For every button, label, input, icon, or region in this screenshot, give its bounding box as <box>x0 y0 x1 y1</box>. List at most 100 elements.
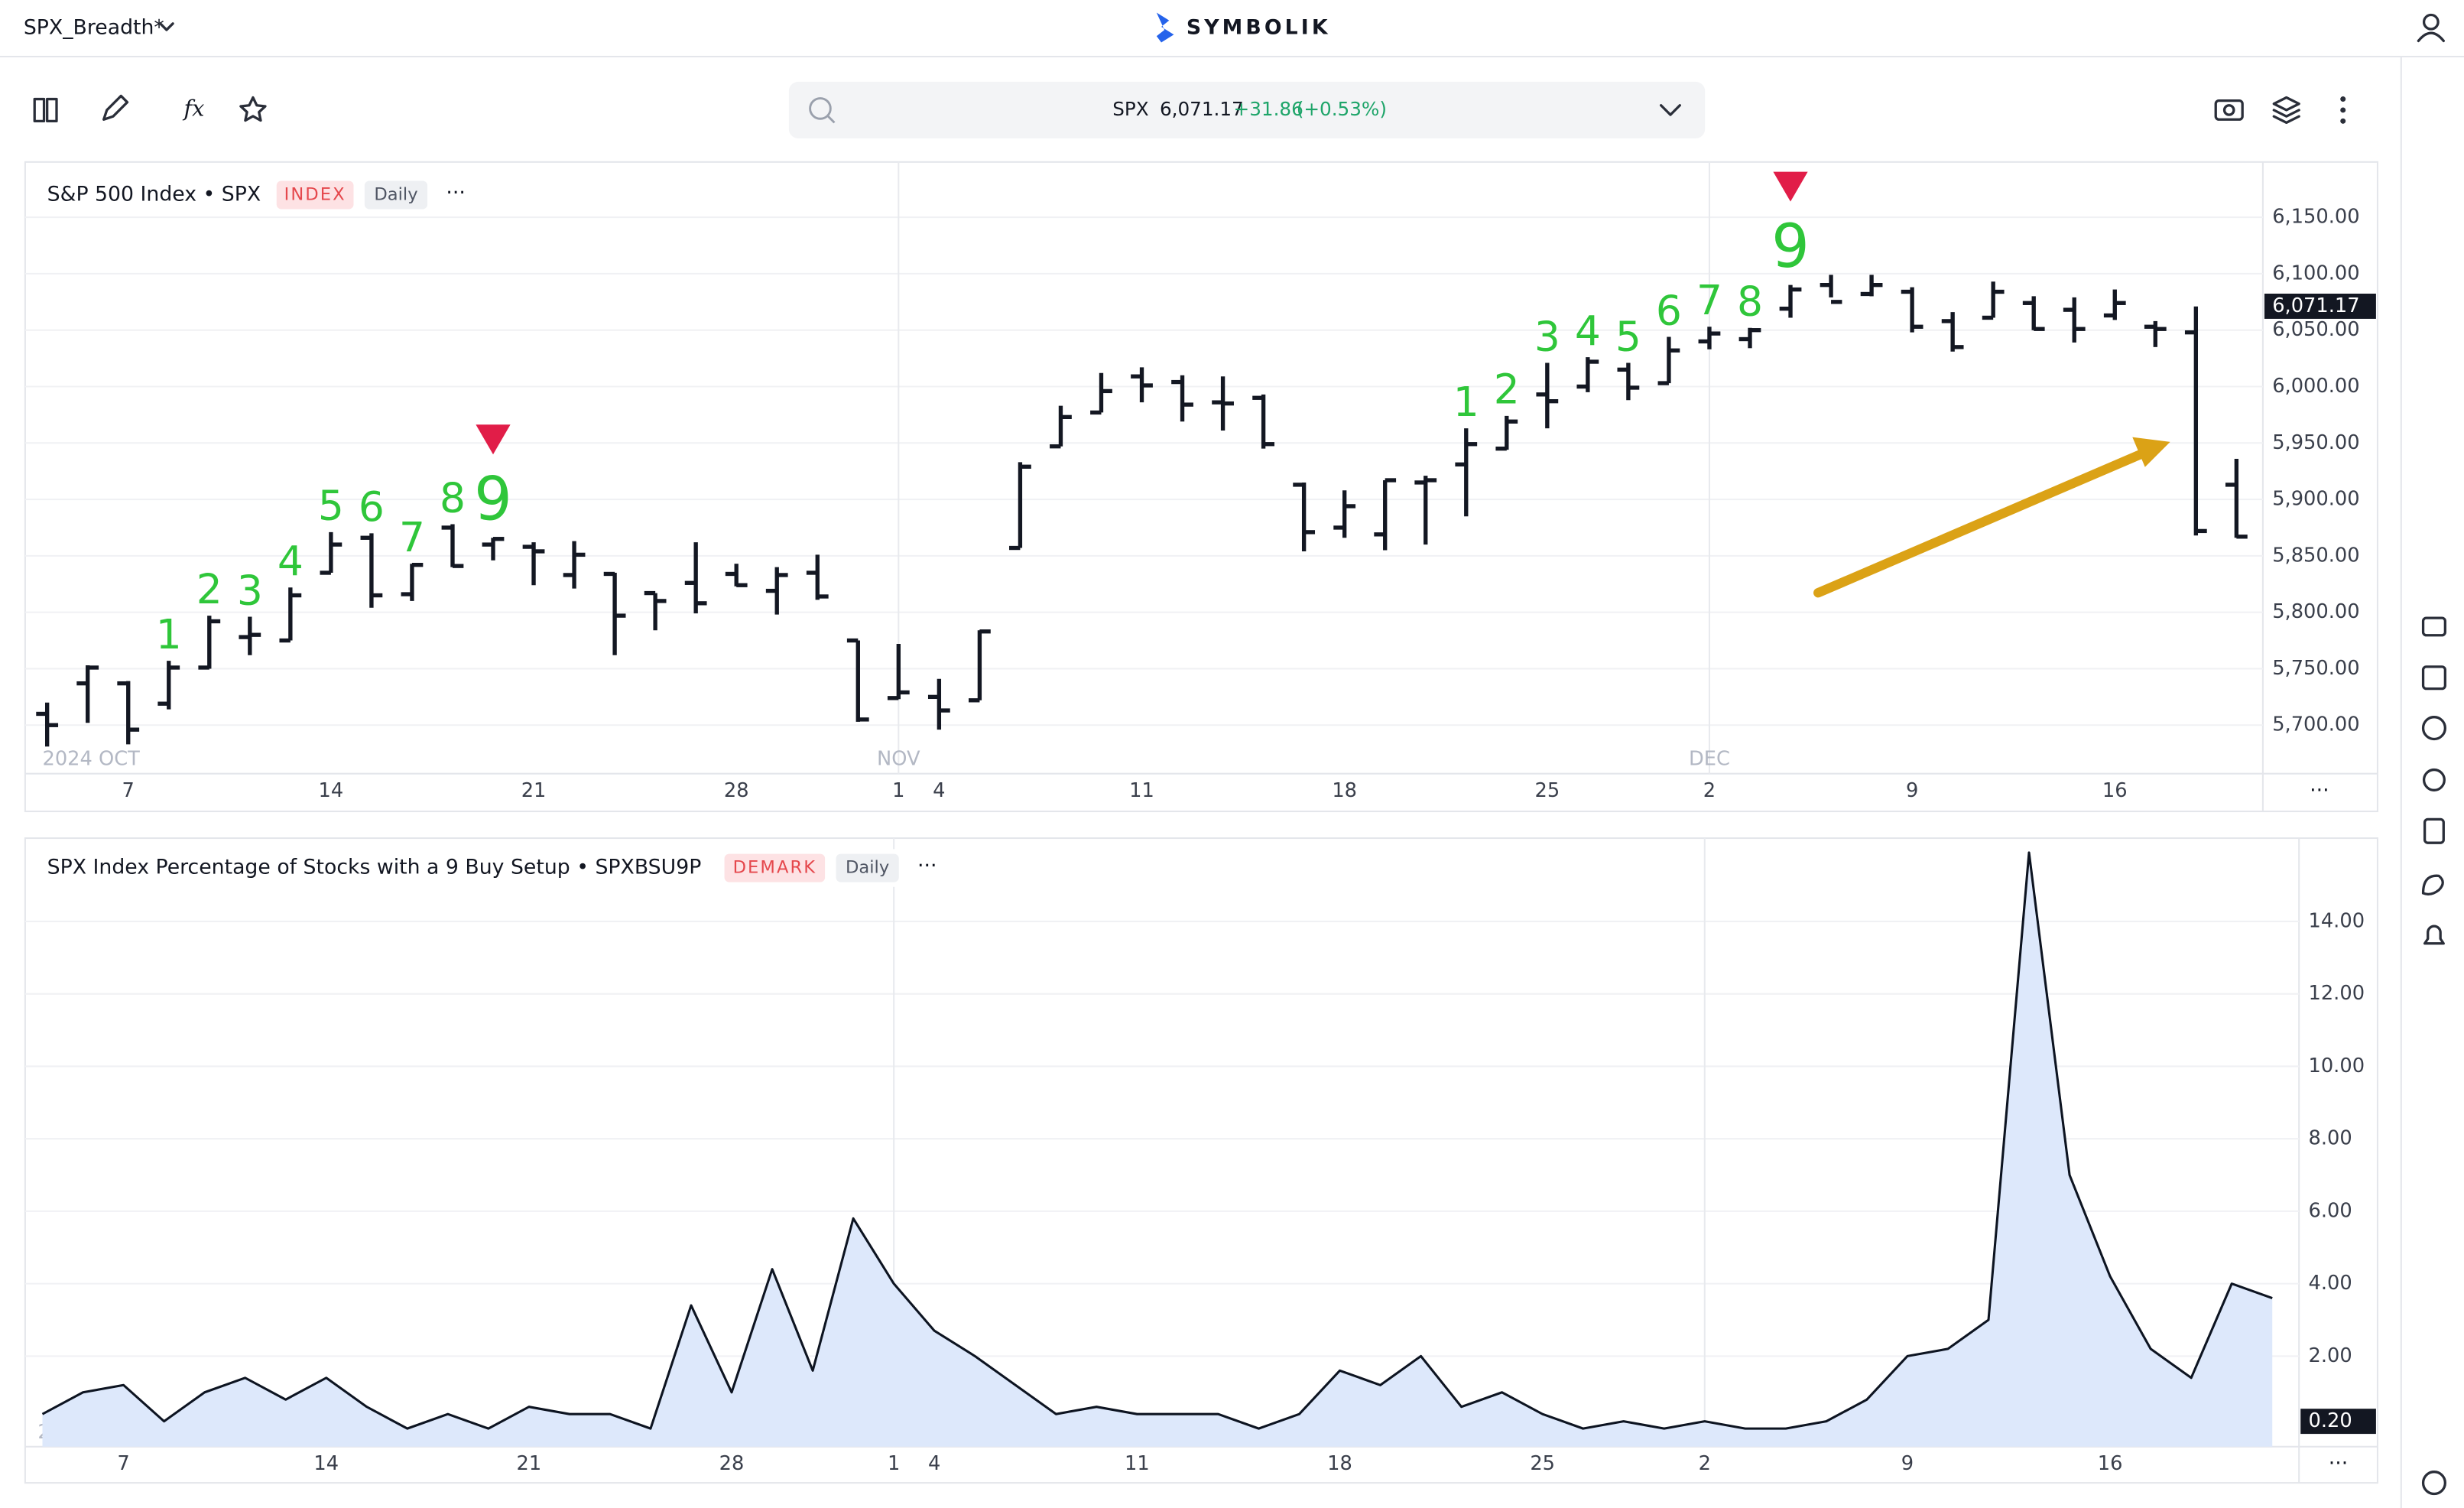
alarm-icon[interactable] <box>2422 768 2446 791</box>
x-tick-label: 9 <box>1901 1452 1914 1475</box>
workspace-name[interactable]: SPX_Breadth* <box>24 16 164 40</box>
x-tick-label: 25 <box>1530 1452 1555 1475</box>
chart-title: S&P 500 Index • SPX <box>47 182 261 206</box>
chat-icon[interactable] <box>2421 874 2444 895</box>
setup-count: 2 <box>1494 366 1520 414</box>
search-icon <box>809 97 832 120</box>
x-tick-label: 11 <box>1125 1452 1150 1475</box>
setup-count: 6 <box>1656 286 1682 334</box>
list-icon[interactable] <box>2421 665 2446 691</box>
setup-count: 3 <box>237 566 263 614</box>
axis-menu[interactable]: ··· <box>2310 778 2329 802</box>
notes-icon[interactable] <box>2423 817 2445 844</box>
y-tick-label: 6,050.00 <box>2272 318 2359 341</box>
setup-count: 7 <box>399 513 425 561</box>
last-price-tag <box>2264 294 2376 319</box>
chart-title: SPX Index Percentage of Stocks with a 9 … <box>47 856 702 879</box>
setup-count: 8 <box>1737 278 1763 326</box>
line <box>41 851 2273 1430</box>
more-icon[interactable] <box>2340 96 2346 124</box>
x-tick-label: 2 <box>1703 779 1716 802</box>
y-tick-label: 5,850.00 <box>2272 544 2359 567</box>
y-tick-label: 14.00 <box>2309 909 2365 932</box>
search-icon-handle <box>827 115 836 124</box>
x-tick-label: 1 <box>892 779 904 802</box>
quote-price: 6,071.17 <box>1160 98 1244 120</box>
last-price-label: 6,071.17 <box>2272 294 2359 317</box>
area-fill <box>42 852 2273 1447</box>
user-icon[interactable] <box>2417 13 2445 43</box>
setup-count: 6 <box>359 483 385 531</box>
help-icon[interactable] <box>2421 1471 2446 1496</box>
interval: Daily <box>374 184 417 204</box>
x-tick-label: 4 <box>928 1452 940 1475</box>
legend-menu[interactable]: ··· <box>446 180 465 204</box>
y-tick-label: 5,900.00 <box>2272 488 2359 511</box>
bell-icon[interactable] <box>2423 925 2445 945</box>
x-tick-label: 28 <box>724 779 749 802</box>
y-tick-label: 5,950.00 <box>2272 431 2359 454</box>
x-tick-label: 16 <box>2102 779 2128 802</box>
setup-count: 4 <box>278 537 304 585</box>
target-icon[interactable] <box>2421 716 2446 741</box>
setup-count: 5 <box>1615 312 1641 360</box>
setup-count: 9 <box>474 464 512 534</box>
setup-count: 7 <box>1696 276 1722 324</box>
setup-count: 4 <box>1575 307 1601 355</box>
setup-count: 1 <box>156 610 182 658</box>
legend-bg <box>34 176 896 214</box>
x-tick-label: 14 <box>319 779 344 802</box>
workspace-chevron[interactable] <box>159 22 174 31</box>
badge: INDEX <box>284 184 346 204</box>
price-panel <box>24 161 2378 813</box>
interval-bg <box>364 180 428 210</box>
sell-signal <box>1773 171 1808 202</box>
logo-mark <box>1156 12 1174 43</box>
x-tick-label: 14 <box>313 1452 339 1475</box>
y-tick-label: 12.00 <box>2309 982 2365 1005</box>
legend-menu[interactable]: ··· <box>917 854 937 878</box>
badge-bg <box>724 853 826 882</box>
favorite-icon[interactable] <box>239 96 267 122</box>
x-tick-label: 28 <box>719 1452 745 1475</box>
y-tick-label: 6,000.00 <box>2272 375 2359 398</box>
y-tick-label: 8.00 <box>2309 1127 2352 1150</box>
library-icon[interactable] <box>33 97 58 122</box>
y-tick-label: 4.00 <box>2309 1272 2352 1295</box>
x-tick-label: 7 <box>122 779 135 802</box>
y-tick-label: 10.00 <box>2309 1055 2365 1077</box>
y-tick-label: 5,700.00 <box>2272 713 2359 736</box>
layers-icon[interactable] <box>2272 96 2300 125</box>
formula-icon[interactable]: fx <box>182 95 204 121</box>
sell-signal <box>476 424 511 455</box>
setup-count: 9 <box>1771 212 1810 281</box>
briefcase-icon[interactable] <box>2421 616 2446 637</box>
quote-change-pct: (+0.53%) <box>1297 98 1387 120</box>
x-tick-label: 21 <box>517 1452 542 1475</box>
setup-count: 1 <box>1453 378 1479 426</box>
quote-symbol: SPX <box>1112 98 1149 120</box>
y-tick-label: 5,750.00 <box>2272 657 2359 680</box>
x-tick-label: 1 <box>888 1452 900 1475</box>
search-box[interactable] <box>788 81 1706 138</box>
axis-menu[interactable]: ··· <box>2329 1451 2348 1475</box>
interval-bg <box>836 853 899 882</box>
y-tick-label: 6,100.00 <box>2272 262 2359 284</box>
month-label: NOV <box>877 748 920 771</box>
indicator-panel <box>24 837 2378 1484</box>
last-value-label: 0.20 <box>2309 1409 2352 1432</box>
y-tick-label: 2.00 <box>2309 1344 2352 1367</box>
month-label: 2024 OCT <box>42 748 140 771</box>
x-tick-label: 16 <box>2098 1452 2123 1475</box>
quote-change: +31.86 <box>1234 98 1303 120</box>
x-tick-label: 4 <box>933 779 945 802</box>
badge-bg <box>276 180 354 210</box>
x-tick-label: 9 <box>1906 779 1918 802</box>
search-chevron[interactable] <box>1660 104 1681 116</box>
camera-icon[interactable] <box>2214 99 2244 121</box>
setup-count: 5 <box>318 482 344 530</box>
draw-icon[interactable] <box>102 94 129 121</box>
top-bar <box>0 0 2464 57</box>
